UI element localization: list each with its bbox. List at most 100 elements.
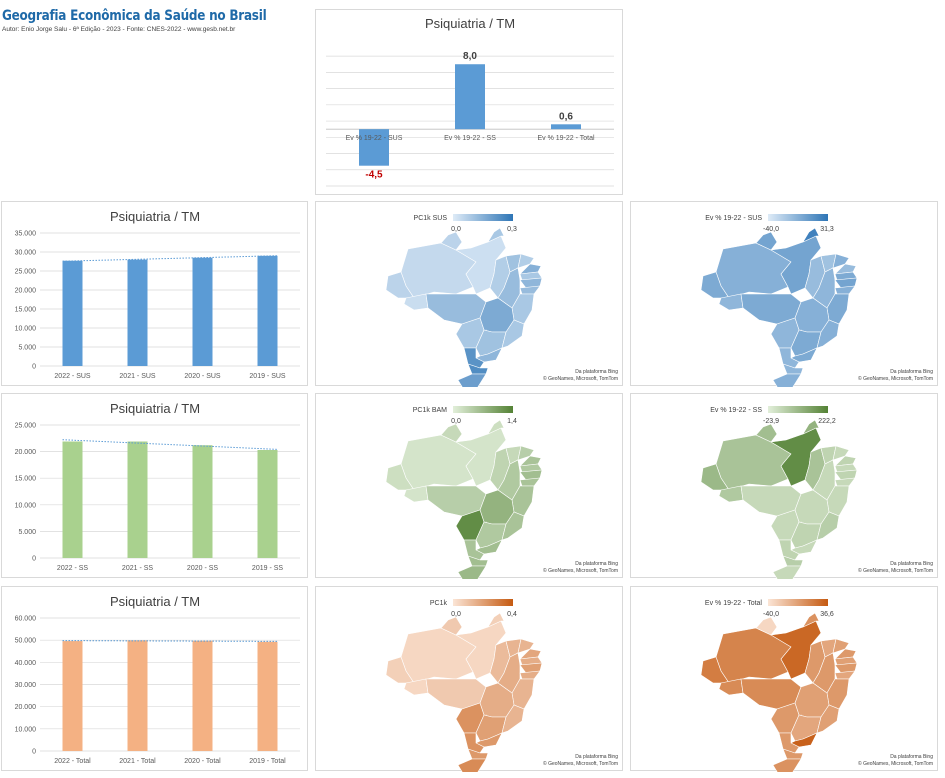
- state-region: [772, 758, 802, 772]
- y-tick-label: 40.000: [15, 660, 37, 667]
- map-attribution: © GeoNames, Microsoft, TomTom: [543, 760, 618, 767]
- state-region: [782, 555, 804, 567]
- legend-title: PC1k BAM: [413, 407, 447, 414]
- state-region: [782, 748, 804, 760]
- x-tick-label: 2020 - Total: [184, 758, 221, 765]
- chart-title: Psiquiatria / TM: [110, 209, 200, 224]
- legend-max: 1,4: [507, 418, 517, 425]
- state-region: [403, 293, 429, 311]
- legend-color-scale: [453, 406, 513, 413]
- map-attribution: © GeoNames, Microsoft, TomTom: [543, 375, 618, 382]
- legend-color-scale: [768, 406, 828, 413]
- y-tick-label: 0: [32, 364, 36, 371]
- state-region: [755, 231, 778, 251]
- state-region: [385, 463, 415, 491]
- state-region: [403, 678, 429, 696]
- map-ev-ss: Ev % 19-22 - SS-23,9 222,2 Da plataforma B…: [700, 406, 933, 579]
- chart-title: Psiquiatria / TM: [110, 401, 200, 416]
- state-region: [457, 758, 487, 772]
- total-chart-panel: Psiquiatria / TM 60.000 50.000 40.000 30.000…: [1, 586, 308, 771]
- brazil-map: [385, 612, 543, 772]
- y-tick-label: 10.000: [15, 502, 37, 509]
- state-region: [467, 363, 489, 375]
- legend-min: -40,0: [763, 611, 779, 618]
- trendline: [62, 255, 278, 262]
- report-title: Geografia Econômica da Saúde no Brasil: [2, 8, 267, 24]
- variation-chart-panel: Psiquiatria / TM Ev % 19-22 - SUS -4,5 Ev %…: [315, 9, 623, 195]
- sus-bar-chart: Psiquiatria / TM 35.000 30.000 25.000 20.000…: [15, 209, 300, 380]
- map-ev-sus: Ev % 19-22 - SUS-40,0 31,3 Da plataforma B…: [700, 214, 933, 387]
- state-region: [772, 565, 802, 579]
- x-tick-label: 2022 - SUS: [54, 373, 91, 380]
- y-tick-label: 20.000: [15, 704, 37, 711]
- y-tick-label: 35.000: [15, 231, 37, 238]
- x-tick-label: 2019 - Total: [249, 758, 286, 765]
- category-label: Ev % 19-22 - SUS: [346, 135, 403, 142]
- bar: [455, 64, 485, 130]
- state-region: [802, 419, 820, 435]
- map-panel-ev-total: Ev % 19-22 - Total -40,0 36,6 Da plataforma…: [630, 586, 938, 772]
- state-region: [700, 656, 730, 684]
- map-panel-pc1k-sus: PC1k SUS 0,0 0,3 Da plataforma Bing © GeoNam…: [315, 201, 623, 387]
- map-attribution: © GeoNames, Microsoft, TomTom: [858, 375, 933, 382]
- map-attribution: Da plataforma Bing: [575, 561, 618, 567]
- legend-max: 222,2: [818, 418, 836, 425]
- bar: [257, 255, 278, 366]
- x-tick-label: 2019 - SS: [252, 565, 283, 572]
- state-region: [718, 678, 744, 696]
- map-panel-ev-sus: Ev % 19-22 - SUS -40,0 31,3 Da plataforma B…: [630, 201, 938, 387]
- legend-title: Ev % 19-22 - SUS: [705, 215, 762, 222]
- data-label: 0,6: [559, 111, 573, 122]
- y-tick-label: 30.000: [15, 682, 37, 689]
- y-tick-label: 60.000: [15, 616, 37, 623]
- state-region: [519, 670, 541, 680]
- legend-title: PC1k: [430, 600, 448, 607]
- legend-min: -23,9: [763, 418, 779, 425]
- map-attribution: Da plataforma Bing: [890, 561, 933, 567]
- legend-title: Ev % 19-22 - Total: [705, 600, 763, 607]
- state-region: [802, 612, 820, 628]
- map-attribution: Da plataforma Bing: [890, 754, 933, 760]
- bar: [257, 641, 278, 751]
- legend-max: 36,6: [820, 611, 834, 618]
- report-subtitle: Autor: Enio Jorge Salu - 6ª Edição - 202…: [2, 26, 236, 33]
- ss-bar-chart: Psiquiatria / TM 25.000 20.000 15.000 10.000…: [15, 401, 300, 572]
- state-region: [718, 293, 744, 311]
- map-attribution: © GeoNames, Microsoft, TomTom: [858, 760, 933, 767]
- map-panel-pc1k-bam: PC1k BAM 0,0 1,4 Da plataforma Bing © GeoNam…: [315, 393, 623, 579]
- map-attribution: Da plataforma Bing: [890, 369, 933, 375]
- state-region: [467, 555, 489, 567]
- state-region: [440, 423, 463, 443]
- y-tick-label: 25.000: [15, 423, 37, 430]
- state-region: [700, 271, 730, 299]
- chart-title: Psiquiatria / TM: [425, 16, 515, 31]
- bar: [192, 445, 213, 558]
- legend-title: Ev % 19-22 - SS: [710, 407, 762, 414]
- trendline: [62, 640, 278, 642]
- state-region: [487, 612, 505, 628]
- legend-min: 0,0: [451, 611, 461, 618]
- state-region: [467, 748, 489, 760]
- x-tick-label: 2020 - SS: [187, 565, 218, 572]
- legend-max: 0,3: [507, 226, 517, 233]
- total-bar-chart: Psiquiatria / TM 60.000 50.000 40.000 30.000…: [15, 594, 300, 765]
- state-region: [782, 363, 804, 375]
- state-region: [755, 423, 778, 443]
- category-label: Ev % 19-22 - Total: [537, 135, 595, 142]
- map-ev-total: Ev % 19-22 - Total-40,0 36,6 Da plataforma…: [700, 599, 933, 772]
- state-region: [834, 477, 856, 487]
- bar: [192, 257, 213, 366]
- map-panel-pc1k: PC1k 0,0 0,4 Da plataforma Bing © GeoNames, …: [315, 586, 623, 772]
- x-tick-label: 2020 - SUS: [184, 373, 221, 380]
- brazil-map: [700, 227, 858, 387]
- x-tick-label: 2021 - SUS: [119, 373, 156, 380]
- map-attribution: Da plataforma Bing: [575, 754, 618, 760]
- x-tick-label: 2022 - SS: [57, 565, 88, 572]
- y-tick-label: 5.000: [18, 345, 36, 352]
- bar: [359, 129, 389, 166]
- y-tick-label: 15.000: [15, 476, 37, 483]
- legend-max: 31,3: [820, 226, 834, 233]
- brazil-map: [385, 227, 543, 387]
